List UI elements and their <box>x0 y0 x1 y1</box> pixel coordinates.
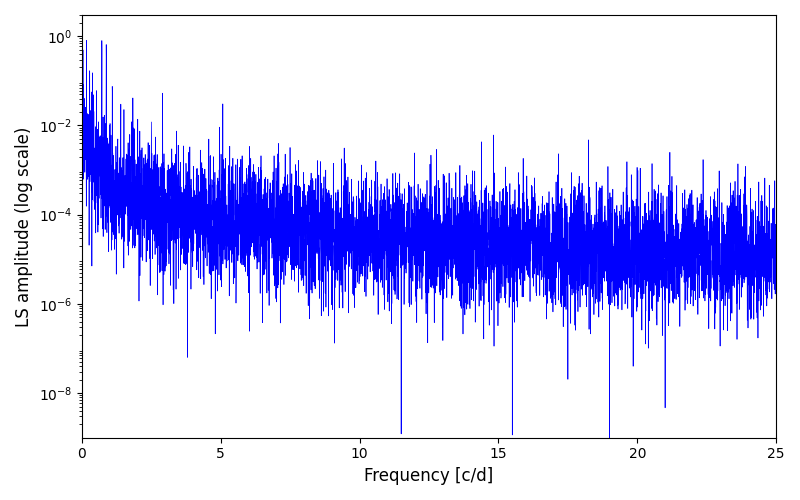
X-axis label: Frequency [c/d]: Frequency [c/d] <box>364 467 494 485</box>
Y-axis label: LS amplitude (log scale): LS amplitude (log scale) <box>15 126 33 326</box>
